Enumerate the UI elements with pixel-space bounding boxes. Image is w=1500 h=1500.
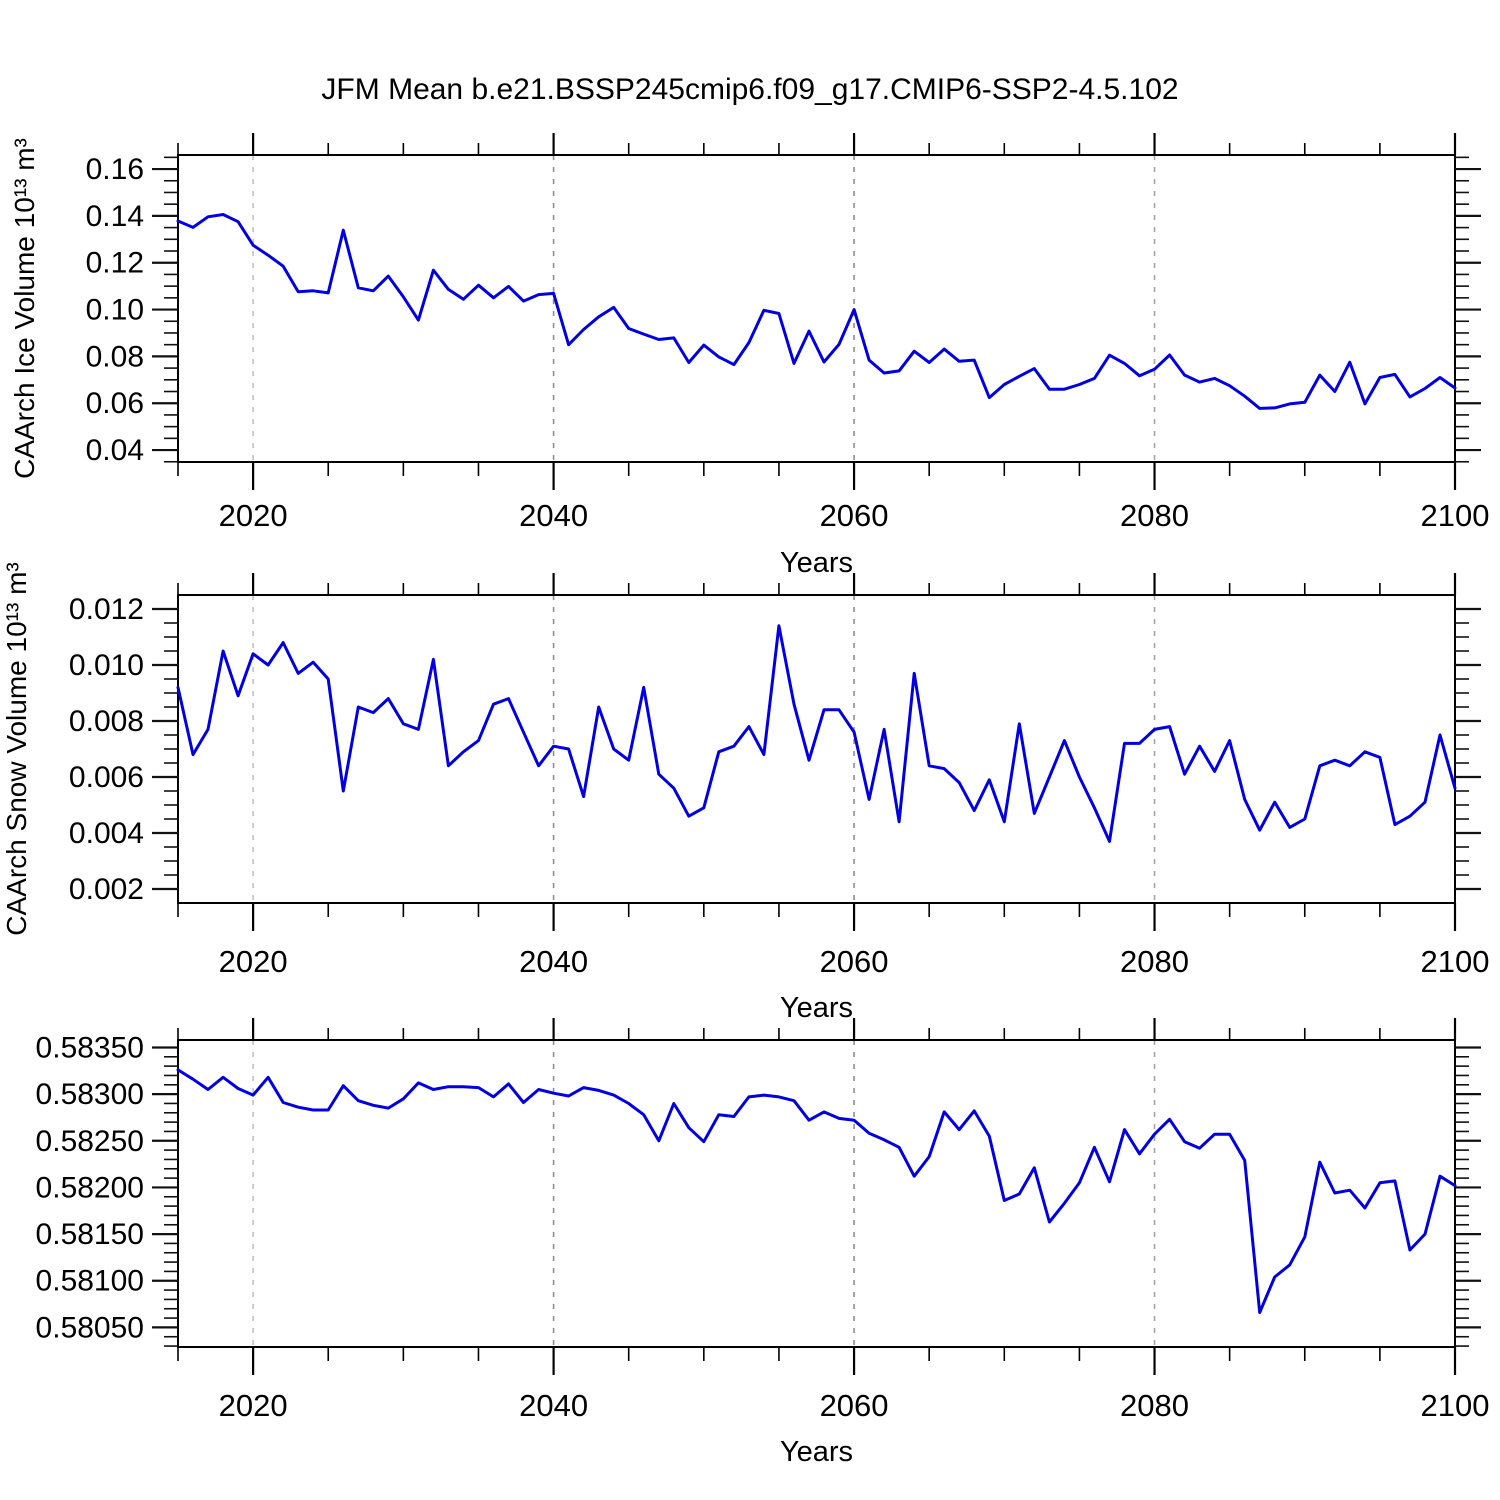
x-tick-label: 2100 — [1421, 944, 1490, 979]
series-line-ice-volume — [176, 213, 1457, 410]
x-tick-label: 2060 — [820, 1388, 889, 1423]
y-tick-label: 0.58250 — [36, 1125, 144, 1158]
chart-2-snow-volume: 0.012 0.010 0.008 0.006 0.004 0.002 2020 2040 20… — [1, 562, 1489, 1024]
x-tick-label: 2100 — [1421, 1388, 1490, 1423]
x-tick-label: 2040 — [519, 498, 588, 533]
y-tick-label: 0.002 — [69, 873, 144, 906]
y-tick-label: 0.12 — [86, 247, 144, 280]
y-tick-label: 0.012 — [69, 593, 144, 626]
chart-1-ice-volume: 0.16 0.14 0.12 0.10 0.08 0.06 0.04 2020 2040 2060… — [9, 133, 1489, 579]
x-tick-label: 2020 — [219, 944, 288, 979]
x-tick-label: 2080 — [1120, 1388, 1189, 1423]
x-tick-label: 2100 — [1421, 498, 1490, 533]
y-tick-label: 0.58050 — [36, 1311, 144, 1344]
y-tick-label: 0.58150 — [36, 1218, 144, 1251]
x-tick-label: 2080 — [1120, 498, 1189, 533]
x-tick-label: 2040 — [519, 1388, 588, 1423]
plot-frame — [177, 1039, 1456, 1348]
x-tick-label: 2020 — [219, 498, 288, 533]
x-tick-label: 2020 — [219, 1388, 288, 1423]
y-tick-label: 0.04 — [86, 434, 144, 467]
y-tick-label: 0.010 — [69, 649, 144, 682]
y-tick-label: 0.58300 — [36, 1078, 144, 1111]
y-axis-title: CAArch Ice Volume 10¹³ m³ — [9, 138, 40, 479]
y-tick-label: 0.06 — [86, 387, 144, 420]
y-tick-label: 0.16 — [86, 153, 144, 186]
y-axis-title: CAArch Snow Volume 10¹³ m³ — [1, 562, 32, 935]
plot-frame — [177, 594, 1456, 904]
y-tick-label: 0.58200 — [36, 1171, 144, 1204]
chart-3-bottom-panel: 0.58350 0.58300 0.58250 0.58200 0.58150 0.581… — [36, 1018, 1490, 1468]
y-tick-label: 0.08 — [86, 340, 144, 373]
y-tick-label: 0.008 — [69, 705, 144, 738]
x-axis-title: Years — [780, 992, 853, 1024]
y-tick-label: 0.14 — [86, 200, 144, 233]
x-axis-title: Years — [780, 547, 853, 579]
plot-frame — [177, 154, 1456, 463]
x-tick-label: 2040 — [519, 944, 588, 979]
x-axis-title: Years — [780, 1436, 853, 1468]
y-tick-label: 0.58350 — [36, 1031, 144, 1064]
y-tick-label: 0.58100 — [36, 1265, 144, 1298]
x-tick-label: 2080 — [1120, 944, 1189, 979]
y-tick-label: 0.10 — [86, 294, 144, 327]
page-title: JFM Mean b.e21.BSSP245cmip6.f09_g17.CMIP… — [321, 73, 1178, 106]
y-tick-label: 0.006 — [69, 761, 144, 794]
series-line-unlabeled-fraction — [176, 1068, 1457, 1314]
x-tick-label: 2060 — [820, 944, 889, 979]
series-line-snow-volume — [176, 624, 1457, 843]
x-tick-label: 2060 — [820, 498, 889, 533]
y-tick-label: 0.004 — [69, 817, 144, 850]
